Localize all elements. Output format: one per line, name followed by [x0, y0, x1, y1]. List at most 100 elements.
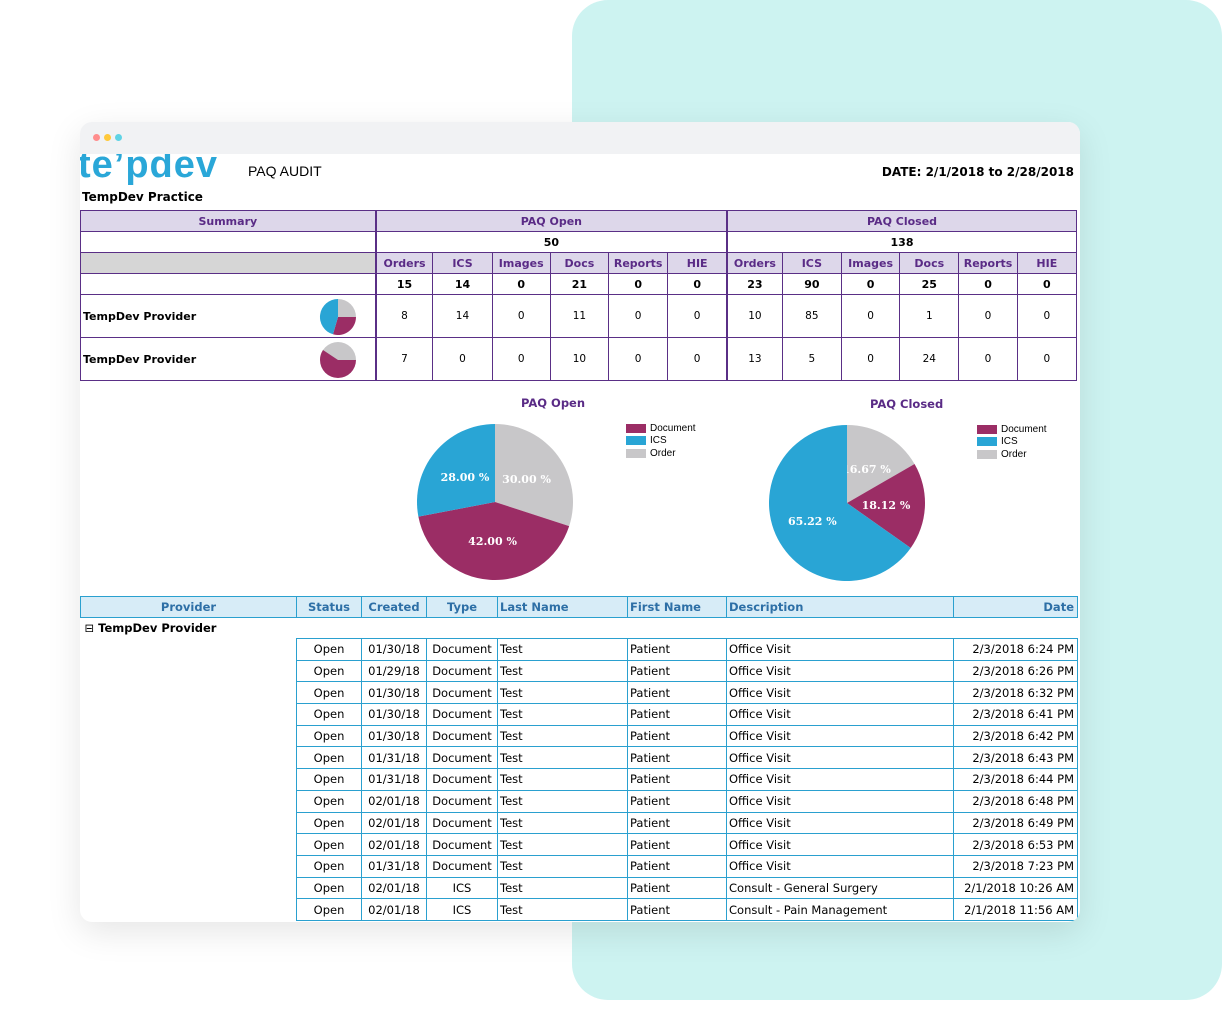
table-row[interactable]: Open 01/30/18 Document Test Patient Office Vi… — [81, 724, 1078, 748]
created-cell: 01/30/18 — [361, 638, 427, 661]
first-name-cell: Patient — [627, 811, 727, 835]
closed-col-orders: Orders — [726, 252, 783, 274]
created-cell: 02/01/18 — [361, 789, 427, 813]
provider-open-cell: 7 — [375, 337, 434, 381]
created-cell: 01/30/18 — [361, 724, 427, 748]
table-row[interactable]: Open 01/31/18 Document Test Patient Office Vi… — [81, 768, 1078, 791]
legend-label: ICS — [650, 435, 667, 447]
created-cell: 02/01/18 — [361, 811, 427, 835]
provider-row[interactable]: TempDev Provider 8 14 0 11 0 0 10 85 0 1… — [80, 294, 1078, 338]
date-range: DATE: 2/1/2018 to 2/28/2018 — [881, 165, 1074, 179]
provider-blank-cell — [81, 725, 297, 747]
legend-item-document: Document — [977, 423, 1047, 436]
col-date[interactable]: Date — [953, 596, 1078, 618]
close-window-dot[interactable] — [93, 134, 100, 141]
description-cell: Office Visit — [726, 854, 954, 878]
collapse-group-icon[interactable]: ⊟ — [84, 621, 95, 635]
open-col-hie: HIE — [667, 252, 729, 274]
table-row[interactable]: Open 01/30/18 Document Test Patient Office Vi… — [81, 638, 1078, 661]
col-provider[interactable]: Provider — [80, 596, 297, 618]
provider-mini-pie-chart — [319, 298, 356, 336]
pie-slice-order — [847, 425, 915, 503]
open-total-cell: 0 — [491, 273, 551, 295]
last-name-cell: Test — [497, 638, 628, 661]
maximize-window-dot[interactable] — [115, 134, 122, 141]
first-name-cell: Patient — [627, 703, 727, 726]
description-cell: Office Visit — [726, 811, 954, 835]
provider-closed-cell: 5 — [781, 337, 842, 381]
closed-col-reports: Reports — [958, 252, 1018, 274]
provider-blank-cell — [81, 899, 297, 921]
status-cell: Open — [296, 703, 362, 726]
col-first-name[interactable]: First Name — [627, 596, 727, 618]
table-row[interactable]: Open 01/31/18 Document Test Patient Office Vi… — [81, 746, 1078, 770]
order-swatch — [977, 449, 997, 459]
document-swatch — [626, 423, 646, 433]
provider-group-row[interactable]: ⊟ TempDev Provider — [81, 618, 1078, 639]
open-total-cell: 15 — [375, 273, 434, 295]
paq-closed-legend: Document ICS Order — [977, 423, 1047, 461]
pie-slice-order — [495, 424, 573, 527]
window-titlebar — [80, 122, 1080, 154]
tempdev-logo: te’pdev — [80, 154, 219, 186]
provider-closed-cell: 0 — [1016, 337, 1078, 381]
provider-row[interactable]: TempDev Provider 7 0 0 10 0 0 13 5 0 24 … — [80, 337, 1078, 381]
provider-closed-cell: 1 — [899, 294, 960, 338]
document-swatch — [977, 424, 997, 434]
summary-gray-cell — [80, 252, 377, 274]
date-cell: 2/3/2018 6:32 PM — [953, 681, 1078, 705]
created-cell: 01/31/18 — [361, 854, 427, 878]
provider-closed-cell: 0 — [958, 337, 1018, 381]
col-last-name[interactable]: Last Name — [497, 596, 628, 618]
created-cell: 02/01/18 — [361, 876, 427, 900]
provider-blank-cell — [81, 855, 297, 877]
col-description[interactable]: Description — [726, 596, 954, 618]
open-col-images: Images — [491, 252, 551, 274]
table-row[interactable]: Open 02/01/18 Document Test Patient Office Vi… — [81, 789, 1078, 813]
table-row[interactable]: Open 02/01/18 Document Test Patient Office Vi… — [81, 811, 1078, 835]
col-type[interactable]: Type — [426, 596, 498, 618]
col-created[interactable]: Created — [361, 596, 427, 618]
legend-item-document: Document — [626, 422, 696, 435]
table-row[interactable]: Open 01/30/18 Document Test Patient Office Vi… — [81, 681, 1078, 705]
description-cell: Consult - Pain Management — [726, 898, 954, 921]
provider-name: TempDev Provider — [83, 309, 197, 323]
provider-open-cell: 10 — [549, 337, 610, 381]
table-row[interactable]: Open 01/30/18 Document Test Patient Office Vi… — [81, 703, 1078, 726]
provider-open-cell: 0 — [432, 337, 493, 381]
status-cell: Open — [296, 898, 362, 921]
col-status[interactable]: Status — [296, 596, 362, 618]
created-cell: 01/29/18 — [361, 659, 427, 683]
description-cell: Office Visit — [726, 789, 954, 813]
table-row[interactable]: Open 01/31/18 Document Test Patient Office Vi… — [81, 854, 1078, 878]
provider-blank-cell — [81, 704, 297, 726]
date-cell: 2/3/2018 6:43 PM — [953, 746, 1078, 770]
created-cell: 01/30/18 — [361, 681, 427, 705]
provider-closed-cell: 24 — [899, 337, 960, 381]
provider-open-cell: 14 — [432, 294, 493, 338]
ics-swatch — [977, 437, 997, 447]
table-row[interactable]: Open 02/01/18 ICS Test Patient Consult - Gene… — [81, 876, 1078, 900]
minimize-window-dot[interactable] — [104, 134, 111, 141]
table-row[interactable]: Open 02/01/18 ICS Test Patient Consult - Pain… — [81, 898, 1078, 921]
provider-open-cell: 0 — [608, 337, 669, 381]
legend-item-ics: ICS — [977, 436, 1047, 449]
description-cell: Office Visit — [726, 833, 954, 856]
table-row[interactable]: Open 01/29/18 Document Test Patient Office Vi… — [81, 659, 1078, 683]
mini-pie-document-wedge — [319, 350, 338, 360]
date-cell: 2/3/2018 6:42 PM — [953, 724, 1078, 748]
pie-data-label: 65.22 % — [788, 515, 837, 528]
provider-blank-cell — [81, 660, 297, 682]
closed-total-cell: 0 — [840, 273, 901, 295]
legend-item-order: Order — [977, 448, 1047, 461]
table-row[interactable]: Open 02/01/18 Document Test Patient Office Vi… — [81, 833, 1078, 856]
first-name-cell: Patient — [627, 659, 727, 683]
paq-open-chart-title: PAQ Open — [521, 396, 586, 410]
status-cell: Open — [296, 833, 362, 856]
date-cell: 2/3/2018 6:53 PM — [953, 833, 1078, 856]
open-col-reports: Reports — [608, 252, 669, 274]
provider-blank-cell — [81, 769, 297, 791]
date-cell: 2/3/2018 6:49 PM — [953, 811, 1078, 835]
order-swatch — [626, 448, 646, 458]
pie-data-label: 16.67 % — [842, 463, 891, 476]
